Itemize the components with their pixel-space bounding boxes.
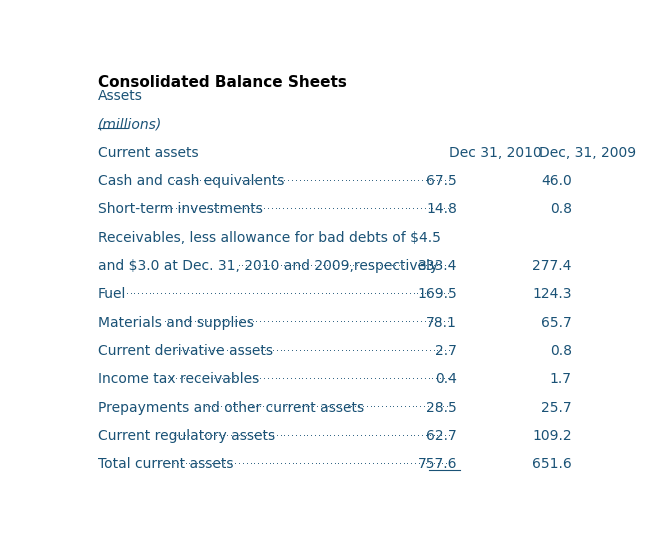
Text: Short-term investments: Short-term investments bbox=[97, 203, 263, 216]
Text: 46.0: 46.0 bbox=[541, 174, 572, 188]
Text: Assets: Assets bbox=[97, 89, 142, 103]
Text: Dec 31, 2010: Dec 31, 2010 bbox=[449, 146, 542, 160]
Text: Materials and supplies: Materials and supplies bbox=[97, 316, 253, 330]
Text: Income tax receivables: Income tax receivables bbox=[97, 372, 259, 386]
Text: 169.5: 169.5 bbox=[417, 287, 457, 301]
Text: 65.7: 65.7 bbox=[541, 316, 572, 330]
Text: 28.5: 28.5 bbox=[426, 401, 457, 414]
Text: 333.4: 333.4 bbox=[418, 259, 457, 273]
Text: 62.7: 62.7 bbox=[426, 429, 457, 443]
Text: Current regulatory assets: Current regulatory assets bbox=[97, 429, 274, 443]
Text: 277.4: 277.4 bbox=[532, 259, 572, 273]
Text: Prepayments and other current assets: Prepayments and other current assets bbox=[97, 401, 364, 414]
Text: Dec, 31, 2009: Dec, 31, 2009 bbox=[539, 146, 636, 160]
Text: 0.4: 0.4 bbox=[435, 372, 457, 386]
Text: 67.5: 67.5 bbox=[426, 174, 457, 188]
Text: Cash and cash equivalents: Cash and cash equivalents bbox=[97, 174, 284, 188]
Text: 78.1: 78.1 bbox=[426, 316, 457, 330]
Text: Consolidated Balance Sheets: Consolidated Balance Sheets bbox=[97, 75, 346, 90]
Text: 757.6: 757.6 bbox=[418, 457, 457, 472]
Text: 651.6: 651.6 bbox=[532, 457, 572, 472]
Text: and $3.0 at Dec. 31, 2010 and 2009,respectively: and $3.0 at Dec. 31, 2010 and 2009,respe… bbox=[97, 259, 438, 273]
Text: Fuel: Fuel bbox=[97, 287, 126, 301]
Text: Total current assets: Total current assets bbox=[97, 457, 233, 472]
Text: 14.8: 14.8 bbox=[426, 203, 457, 216]
Text: Current derivative assets: Current derivative assets bbox=[97, 344, 272, 358]
Text: 124.3: 124.3 bbox=[532, 287, 572, 301]
Text: 0.8: 0.8 bbox=[550, 344, 572, 358]
Text: 25.7: 25.7 bbox=[541, 401, 572, 414]
Text: 109.2: 109.2 bbox=[532, 429, 572, 443]
Text: 2.7: 2.7 bbox=[435, 344, 457, 358]
Text: Receivables, less allowance for bad debts of $4.5: Receivables, less allowance for bad debt… bbox=[97, 231, 440, 245]
Text: Current assets: Current assets bbox=[97, 146, 198, 160]
Text: (millions): (millions) bbox=[97, 117, 162, 131]
Text: 1.7: 1.7 bbox=[550, 372, 572, 386]
Text: 0.8: 0.8 bbox=[550, 203, 572, 216]
